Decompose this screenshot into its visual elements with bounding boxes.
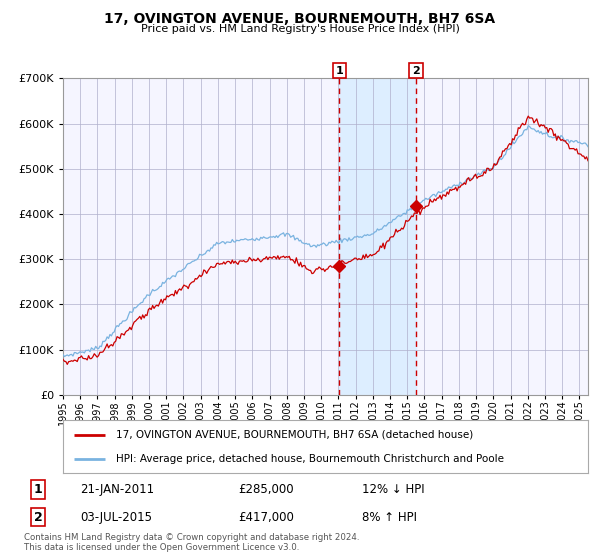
Text: 12% ↓ HPI: 12% ↓ HPI [362,483,425,496]
Text: 8% ↑ HPI: 8% ↑ HPI [362,511,418,524]
Text: 03-JUL-2015: 03-JUL-2015 [80,511,152,524]
Bar [340,78,416,395]
Text: 2: 2 [34,511,43,524]
Text: 17, OVINGTON AVENUE, BOURNEMOUTH, BH7 6SA: 17, OVINGTON AVENUE, BOURNEMOUTH, BH7 6S… [104,12,496,26]
Text: £417,000: £417,000 [238,511,294,524]
Text: 21-JAN-2011: 21-JAN-2011 [80,483,155,496]
Text: Price paid vs. HM Land Registry's House Price Index (HPI): Price paid vs. HM Land Registry's House … [140,24,460,34]
Text: 1: 1 [34,483,43,496]
Text: Contains HM Land Registry data © Crown copyright and database right 2024.: Contains HM Land Registry data © Crown c… [24,533,359,542]
Text: This data is licensed under the Open Government Licence v3.0.: This data is licensed under the Open Gov… [24,543,299,552]
Text: 2: 2 [412,66,420,76]
Text: 17, OVINGTON AVENUE, BOURNEMOUTH, BH7 6SA (detached house): 17, OVINGTON AVENUE, BOURNEMOUTH, BH7 6S… [115,430,473,440]
Text: £285,000: £285,000 [238,483,294,496]
Text: HPI: Average price, detached house, Bournemouth Christchurch and Poole: HPI: Average price, detached house, Bour… [115,454,503,464]
Text: 1: 1 [335,66,343,76]
